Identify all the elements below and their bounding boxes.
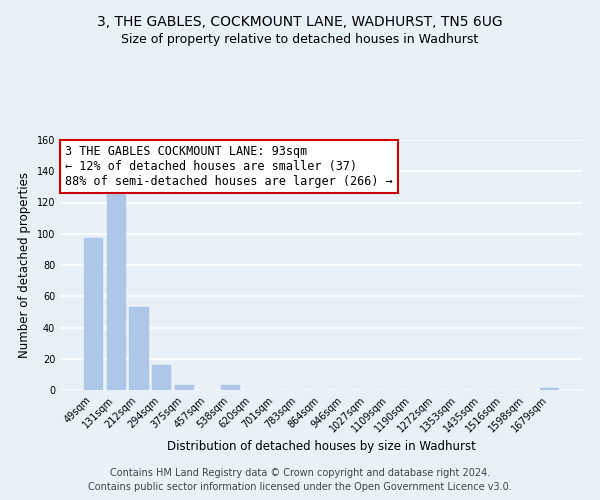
Bar [221,386,239,390]
X-axis label: Distribution of detached houses by size in Wadhurst: Distribution of detached houses by size … [167,440,475,452]
Bar [540,388,558,390]
Text: 3, THE GABLES, COCKMOUNT LANE, WADHURST, TN5 6UG: 3, THE GABLES, COCKMOUNT LANE, WADHURST,… [97,15,503,29]
Bar [107,188,125,390]
Text: Contains HM Land Registry data © Crown copyright and database right 2024.: Contains HM Land Registry data © Crown c… [110,468,490,477]
Text: Contains public sector information licensed under the Open Government Licence v3: Contains public sector information licen… [88,482,512,492]
Bar [152,365,170,390]
Bar [130,307,148,390]
Bar [175,386,193,390]
Text: 3 THE GABLES COCKMOUNT LANE: 93sqm
← 12% of detached houses are smaller (37)
88%: 3 THE GABLES COCKMOUNT LANE: 93sqm ← 12%… [65,145,393,188]
Bar [84,238,102,390]
Text: Size of property relative to detached houses in Wadhurst: Size of property relative to detached ho… [121,32,479,46]
Y-axis label: Number of detached properties: Number of detached properties [18,172,31,358]
